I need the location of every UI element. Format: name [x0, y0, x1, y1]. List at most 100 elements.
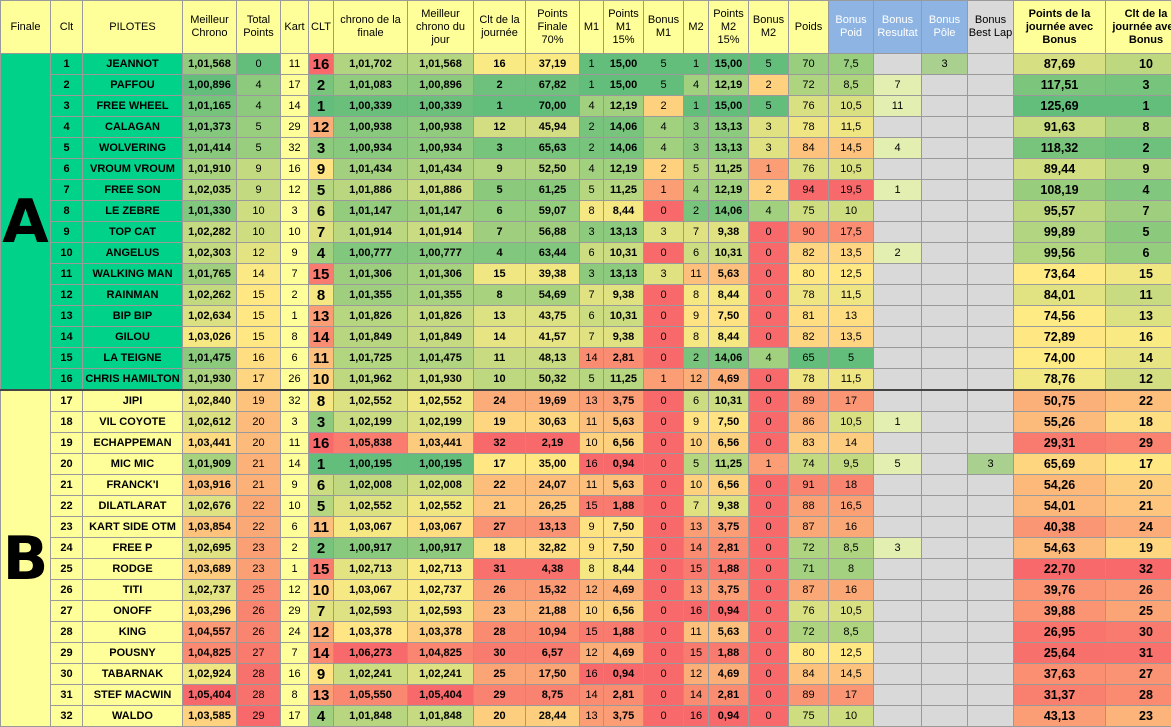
table-cell: 1,02,199 [333, 411, 408, 433]
table-cell: 0 [643, 389, 684, 412]
group-label: B [0, 389, 51, 727]
col-header: Bonus M2 [748, 0, 789, 54]
table-cell [873, 263, 922, 285]
table-cell: 9 [236, 179, 281, 201]
table-cell: 4 [50, 116, 83, 138]
table-cell: 12 [579, 642, 604, 664]
table-cell: 70 [788, 53, 829, 75]
table-cell: 0,94 [708, 600, 749, 622]
table-cell: 12 [280, 179, 309, 201]
table-cell: 12 [683, 368, 709, 391]
table-cell: PAFFOU [82, 74, 183, 96]
table-cell: 8 [473, 284, 526, 306]
table-cell: 1,02,282 [182, 221, 237, 243]
table-cell: 4,69 [708, 663, 749, 685]
table-row: 6 VROUM VROUM 1,01,910 9 16 9 1,01,434 1,01,434… [1, 158, 1171, 180]
table-cell: 2 [579, 116, 604, 138]
table-cell: 1 [1105, 95, 1171, 117]
table-cell: 16 [683, 705, 709, 727]
table-cell: 6 [280, 347, 309, 369]
table-cell: 1,00,938 [407, 116, 474, 138]
table-cell: 7 [1105, 200, 1171, 222]
table-cell: 3 [280, 200, 309, 222]
table-cell: 9,38 [603, 326, 644, 348]
table-cell: 1,06,273 [333, 642, 408, 664]
table-cell: 1 [683, 95, 709, 117]
col-header: Bonus Best Lap [967, 0, 1014, 54]
table-cell [967, 558, 1014, 580]
table-cell: 16 [280, 663, 309, 685]
table-cell: 10,94 [525, 621, 580, 643]
table-cell: 89 [788, 389, 829, 412]
table-cell: 10 [828, 200, 874, 222]
table-cell: 7,50 [708, 411, 749, 433]
table-cell: 1,05,838 [333, 432, 408, 454]
table-cell: 0 [643, 663, 684, 685]
table-cell: 0 [643, 305, 684, 327]
table-cell: 1,01,849 [333, 326, 408, 348]
table-cell: 21 [236, 474, 281, 496]
table-cell: 14 [683, 684, 709, 706]
table-cell [873, 663, 922, 685]
table-cell: 0 [748, 305, 789, 327]
table-cell: POUSNY [82, 642, 183, 664]
table-cell: 6 [1105, 242, 1171, 264]
table-cell: 19,69 [525, 389, 580, 412]
table-cell: 16 [579, 663, 604, 685]
table-cell: 9 [308, 663, 334, 685]
table-cell: 9 [473, 158, 526, 180]
table-cell [967, 263, 1014, 285]
table-row: 10 ANGELUS 1,02,303 12 9 4 1,00,777 1,00,777 4 63… [1, 242, 1171, 264]
table-cell: 8,44 [603, 200, 644, 222]
table-cell: 40,38 [1013, 516, 1106, 538]
table-cell: 10,31 [708, 389, 749, 412]
table-cell: 13 [1105, 305, 1171, 327]
col-header: Total Points [236, 0, 281, 54]
table-cell: 41,57 [525, 326, 580, 348]
table-row: 4 CALAGAN 1,01,373 5 29 12 1,00,938 1,00,938 12 4… [1, 116, 1171, 138]
table-cell: 12 [50, 284, 83, 306]
table-cell: 0 [748, 663, 789, 685]
table-cell: 3 [579, 221, 604, 243]
table-cell: 19 [50, 432, 83, 454]
col-header: M1 [579, 0, 604, 54]
table-cell: 16 [308, 432, 334, 454]
table-cell: 24 [473, 389, 526, 412]
table-cell: 0 [643, 411, 684, 433]
table-cell: 70,00 [525, 95, 580, 117]
table-cell: 1,01,725 [333, 347, 408, 369]
table-cell: 14 [828, 432, 874, 454]
table-cell: 84 [788, 137, 829, 159]
table-cell [967, 221, 1014, 243]
table-cell: 2 [873, 242, 922, 264]
table-cell: 12,19 [708, 179, 749, 201]
table-cell: 75 [788, 200, 829, 222]
table-cell: 13 [473, 305, 526, 327]
table-cell: 1,01,306 [407, 263, 474, 285]
table-cell: 29 [50, 642, 83, 664]
table-cell: 26 [473, 579, 526, 601]
table-cell [967, 95, 1014, 117]
table-cell: 20 [236, 411, 281, 433]
table-cell [967, 368, 1014, 391]
table-cell: 16 [236, 347, 281, 369]
table-cell: 7,50 [708, 305, 749, 327]
table-cell: 0,94 [603, 453, 644, 475]
table-cell: 1,03,441 [182, 432, 237, 454]
table-cell: 0 [643, 600, 684, 622]
table-cell: 17 [236, 368, 281, 391]
table-cell: 7,50 [603, 537, 644, 559]
table-cell: 1,01,930 [407, 368, 474, 391]
table-cell: 30 [50, 663, 83, 685]
table-cell: 0 [643, 537, 684, 559]
table-cell: 10 [579, 432, 604, 454]
table-cell: 1 [50, 53, 83, 75]
table-cell: 1,00,896 [182, 74, 237, 96]
header-row: Finale Clt PILOTES Meilleur Chrono Total Poi… [0, 0, 1171, 54]
table-cell: 1,01,568 [182, 53, 237, 75]
table-cell: 1,01,849 [407, 326, 474, 348]
table-body: A 1 JEANNOT 1,01,568 0 11 16 1,01,702 1,01,568 16… [0, 53, 1171, 727]
table-cell: 12 [1105, 368, 1171, 391]
table-cell: 12,19 [708, 74, 749, 96]
table-cell: 10 [579, 600, 604, 622]
